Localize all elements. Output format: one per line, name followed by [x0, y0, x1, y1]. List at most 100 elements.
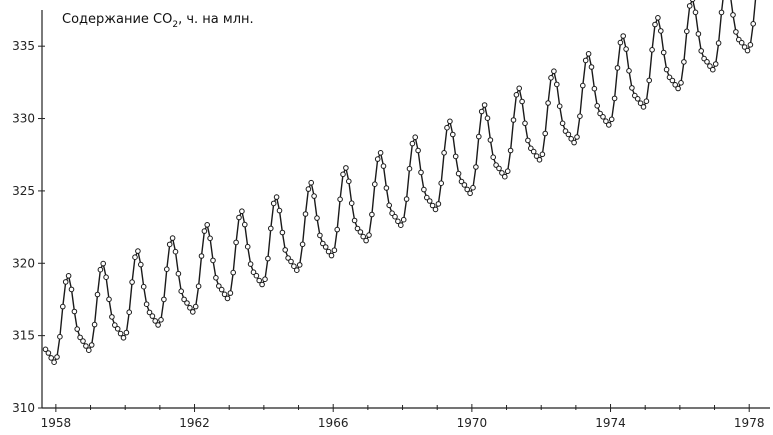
data-point — [97, 266, 104, 273]
data-point — [476, 133, 482, 140]
data-point — [455, 170, 462, 177]
data-point — [744, 47, 751, 54]
data-point — [499, 170, 505, 176]
data-point — [389, 210, 395, 216]
data-point — [663, 66, 670, 73]
data-point — [135, 248, 141, 254]
data-point — [328, 252, 335, 259]
data-point — [325, 248, 332, 255]
data-point — [233, 239, 239, 246]
data-point — [686, 3, 693, 9]
data-point — [334, 226, 341, 233]
chart-title-suffix: , ч. на млн. — [178, 12, 254, 27]
data-point — [522, 120, 528, 127]
data-point — [192, 303, 199, 310]
data-point — [718, 9, 725, 16]
data-point — [120, 335, 127, 341]
data-point — [712, 61, 719, 67]
data-point — [80, 338, 86, 344]
data-point — [516, 85, 523, 92]
data-point — [322, 244, 329, 250]
data-point — [227, 290, 234, 296]
data-point — [244, 243, 251, 250]
data-point — [294, 267, 300, 274]
data-point — [172, 248, 179, 255]
data-point — [424, 194, 430, 201]
data-point — [354, 225, 361, 232]
data-point — [675, 85, 681, 92]
data-point — [568, 136, 575, 142]
series-co2 — [42, 0, 757, 366]
data-point — [730, 12, 736, 18]
data-point — [54, 354, 60, 360]
data-point — [94, 291, 101, 298]
data-point — [502, 173, 508, 180]
data-point — [496, 165, 502, 172]
data-point — [426, 198, 433, 204]
data-point — [594, 103, 601, 109]
data-point — [106, 296, 112, 303]
data-point — [542, 130, 549, 137]
data-point — [458, 178, 465, 185]
data-point — [242, 221, 248, 228]
data-point — [166, 241, 173, 248]
data-point — [374, 156, 381, 162]
data-point — [236, 214, 242, 221]
data-point — [117, 330, 124, 337]
data-point — [580, 82, 586, 89]
data-point — [184, 300, 190, 306]
data-point — [415, 147, 421, 154]
data-point — [360, 233, 367, 240]
chart-title-subscript: 2 — [172, 20, 178, 30]
data-point — [132, 254, 138, 261]
data-point — [299, 241, 306, 248]
data-point — [91, 321, 98, 328]
data-point — [738, 39, 745, 46]
data-point — [123, 329, 130, 336]
data-point — [513, 92, 520, 98]
data-point — [510, 117, 517, 123]
data-point — [741, 44, 748, 50]
data-point — [637, 100, 644, 106]
data-point — [606, 122, 612, 128]
data-point — [42, 346, 49, 353]
data-point — [398, 222, 404, 228]
data-point — [452, 153, 459, 160]
data-point — [288, 258, 294, 265]
data-point — [221, 291, 228, 298]
data-point — [571, 139, 577, 146]
data-point — [383, 185, 390, 191]
data-point — [218, 286, 225, 293]
y-tick-label: 335 — [12, 39, 35, 53]
data-point — [478, 108, 485, 115]
data-point — [545, 100, 551, 106]
data-point — [608, 116, 615, 123]
data-point — [421, 186, 427, 193]
data-point — [591, 85, 598, 92]
data-point — [187, 305, 193, 311]
x-tick-label: 1966 — [318, 416, 349, 430]
data-point — [273, 194, 280, 200]
data-point — [126, 309, 132, 316]
data-point — [533, 153, 540, 159]
data-point — [447, 118, 453, 125]
data-point — [320, 240, 326, 247]
data-point — [395, 218, 401, 225]
data-point — [487, 137, 494, 143]
data-point — [207, 235, 213, 242]
data-point — [698, 48, 705, 54]
data-point — [161, 296, 167, 303]
y-tick-label: 315 — [12, 329, 35, 343]
data-point — [109, 314, 115, 320]
data-point — [530, 148, 537, 155]
data-point — [285, 255, 291, 261]
data-point — [346, 178, 352, 185]
data-point — [464, 186, 471, 193]
data-point — [623, 46, 629, 52]
data-point — [256, 277, 263, 284]
data-point — [655, 14, 661, 21]
data-point — [689, 0, 696, 3]
data-point — [112, 322, 118, 328]
data-point — [649, 47, 655, 53]
